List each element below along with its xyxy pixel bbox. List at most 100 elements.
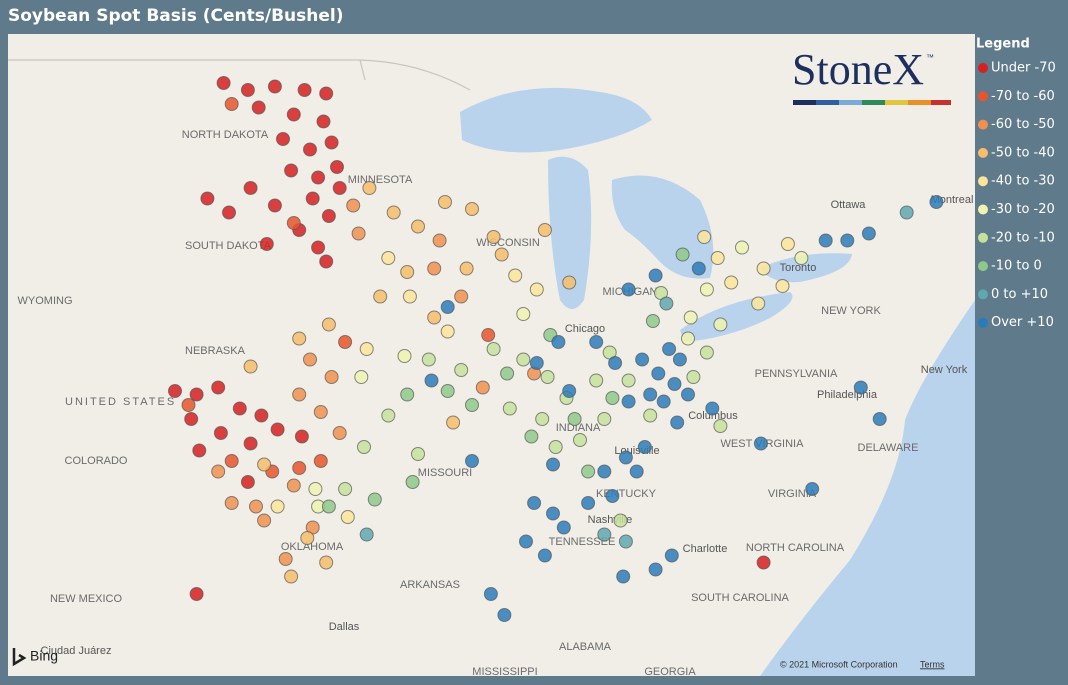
data-point	[411, 219, 425, 234]
data-point	[400, 265, 415, 279]
border	[8, 59, 471, 91]
legend-label: Under -70	[991, 61, 1056, 76]
data-point	[597, 464, 612, 479]
title: Soybean Spot Basis (Cents/Bushel)	[8, 6, 343, 26]
data-point	[359, 342, 374, 356]
data-point	[516, 352, 531, 367]
data-point	[691, 261, 706, 276]
data-point	[192, 443, 207, 458]
data-point	[338, 482, 353, 496]
lake	[460, 87, 652, 153]
data-point	[486, 342, 501, 356]
data-point	[794, 251, 809, 265]
data-point	[686, 370, 701, 384]
data-point	[249, 499, 263, 514]
data-point	[313, 454, 328, 468]
data-point	[446, 415, 461, 430]
data-point	[224, 496, 239, 510]
data-point	[465, 202, 479, 216]
data-point	[292, 331, 307, 346]
data-point	[621, 373, 636, 388]
region-label: MISSOURI	[418, 467, 472, 479]
data-point	[400, 387, 415, 402]
data-point	[516, 307, 531, 321]
data-point	[321, 209, 336, 223]
data-point	[753, 436, 768, 451]
city-label: Charlotte	[683, 543, 728, 555]
region-label: UNITED STATES	[65, 396, 176, 408]
city-label: New York	[921, 364, 968, 376]
data-point	[780, 237, 795, 251]
data-point	[618, 534, 633, 549]
region-label: NORTH CAROLINA	[746, 542, 845, 554]
data-point	[861, 226, 876, 241]
data-point	[240, 83, 255, 97]
data-point	[432, 233, 447, 248]
data-point	[286, 216, 301, 230]
city-label: Toronto	[780, 262, 817, 274]
data-point	[597, 527, 612, 542]
data-point	[305, 191, 320, 206]
data-point	[681, 387, 695, 402]
legend-swatch	[978, 119, 988, 130]
data-point	[713, 317, 728, 332]
data-point	[683, 310, 698, 325]
data-point	[367, 492, 382, 507]
data-point	[286, 107, 301, 122]
terms-link[interactable]: Terms	[920, 659, 945, 669]
city-label: Chicago	[565, 323, 605, 335]
data-point	[645, 314, 660, 328]
data-point	[284, 569, 299, 584]
data-point	[502, 401, 517, 416]
data-point	[605, 391, 620, 405]
map: UNITED STATES NORTH DAKOTA MINNESOTA SOUTH …	[8, 34, 975, 678]
data-point	[411, 447, 425, 461]
data-point	[267, 198, 282, 213]
data-point	[259, 237, 274, 251]
data-point	[373, 289, 388, 304]
data-point	[465, 398, 479, 412]
data-point	[243, 359, 258, 374]
data-point	[300, 531, 315, 545]
city-label: Columbus	[688, 410, 738, 422]
legend-label: -70 to -60	[991, 89, 1055, 104]
copyright: © 2021 Microsoft Corporation	[780, 659, 898, 669]
city-label: Ciudad Juárez	[41, 645, 112, 657]
legend-swatch	[978, 176, 988, 187]
city-label: Dallas	[329, 621, 360, 633]
data-point	[189, 587, 204, 601]
data-point	[292, 461, 307, 475]
data-point	[308, 482, 323, 496]
data-point	[321, 317, 336, 332]
legend-swatch	[978, 317, 988, 328]
data-point	[537, 548, 552, 563]
data-point	[424, 373, 439, 388]
data-point	[535, 412, 550, 426]
logo-bar	[793, 100, 816, 105]
data-point	[340, 510, 355, 524]
data-point	[662, 342, 677, 356]
data-point	[519, 534, 533, 549]
data-point	[605, 489, 620, 503]
data-point	[537, 223, 552, 237]
legend-swatch	[978, 261, 988, 272]
ocean	[760, 300, 975, 676]
legend-label: -60 to -50	[991, 117, 1055, 132]
data-point	[313, 405, 328, 419]
data-point	[346, 198, 361, 213]
data-point	[656, 394, 671, 409]
region-label: MISSISSIPPI	[472, 666, 537, 678]
data-point	[454, 363, 469, 377]
data-point	[427, 310, 442, 325]
data-point	[200, 191, 215, 206]
data-point	[181, 398, 196, 412]
data-point	[438, 195, 452, 209]
data-point	[211, 464, 226, 479]
region-label: WISCONSIN	[476, 237, 540, 249]
logo-mark: ™	[926, 53, 934, 62]
data-point	[216, 76, 231, 90]
logo-bar	[908, 100, 931, 105]
data-point	[805, 482, 820, 496]
data-point	[357, 440, 371, 454]
data-point	[562, 275, 577, 290]
